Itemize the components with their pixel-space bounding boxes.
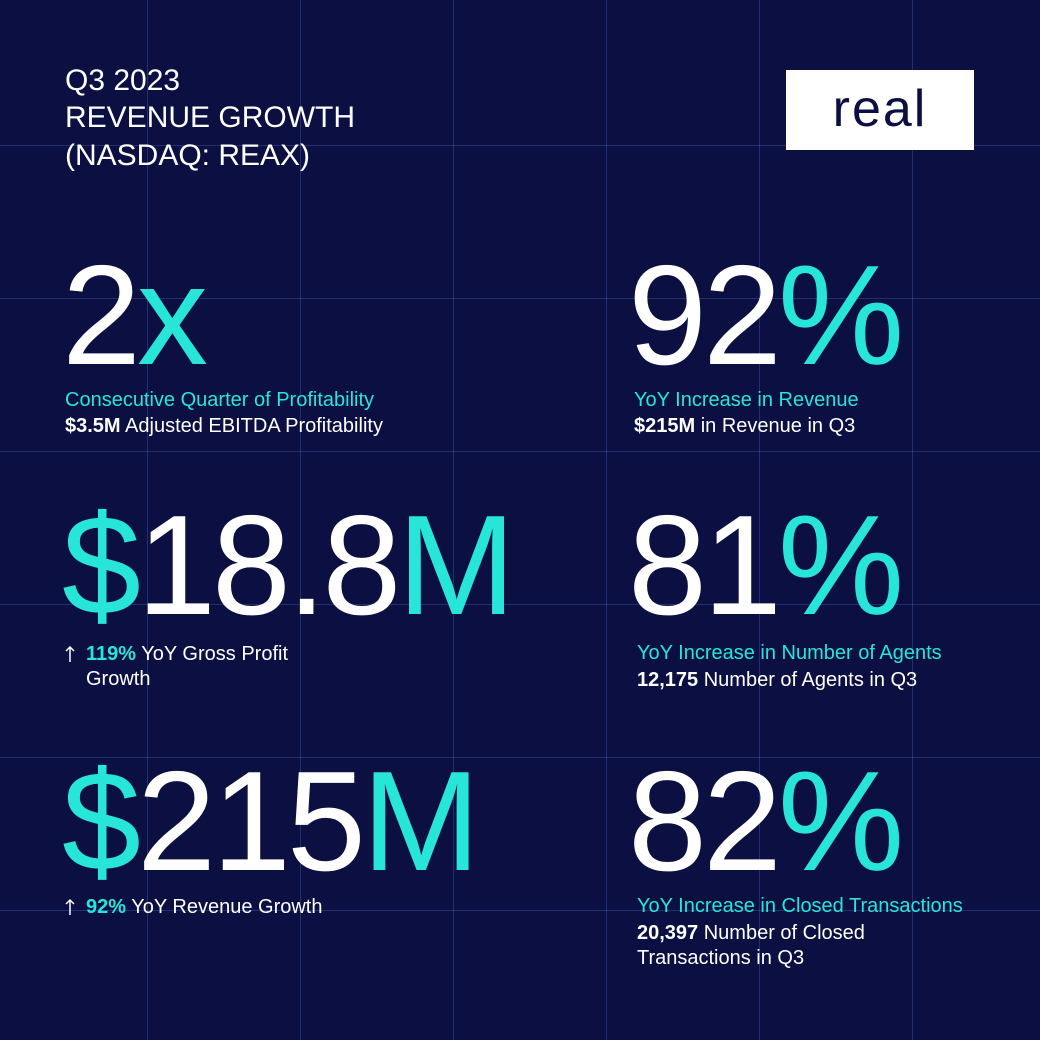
up-arrow xyxy=(65,898,75,915)
stat-value: 81% xyxy=(628,495,904,637)
detail: in Revenue in Q3 xyxy=(700,415,856,437)
highlight: YoY Increase in Revenue xyxy=(634,389,859,411)
logo: real xyxy=(786,70,974,150)
detail-line: 92% YoY Revenue Growth xyxy=(86,895,322,920)
subtitle: (NASDAQ: REAX) xyxy=(65,139,311,172)
detail-line: $215M in Revenue in Q3 xyxy=(634,414,855,439)
stat-value: $18.8M xyxy=(62,495,516,637)
prefix: $ xyxy=(62,742,141,901)
stat-value: 92% xyxy=(628,245,904,387)
detail-line: 119% YoY Gross Profit Growth xyxy=(86,642,288,692)
value: 92 xyxy=(628,236,782,395)
value: 81 xyxy=(628,486,782,645)
detail-line: $3.5M Adjusted EBITDA Profitability xyxy=(65,414,383,439)
value: 215 xyxy=(136,742,366,901)
suffix: M xyxy=(361,742,480,901)
bold-value: 12,175 xyxy=(637,669,699,691)
detail-line: 20,397 Number of Closed Transactions in Q… xyxy=(637,921,865,971)
value: 82 xyxy=(628,742,782,901)
up-arrow xyxy=(65,645,75,662)
bold-value: $215M xyxy=(634,415,696,437)
title: REVENUE GROWTH xyxy=(65,101,356,134)
stat-value: $215M xyxy=(62,751,480,893)
detail-2: Transactions in Q3 xyxy=(637,947,805,969)
highlight: YoY Increase in Closed Transactions xyxy=(637,895,963,917)
value: 2 xyxy=(62,236,141,395)
detail: YoY Gross Profit xyxy=(141,643,289,665)
bold-value: 92% xyxy=(86,896,127,918)
detail: Number of Agents in Q3 xyxy=(703,669,918,691)
highlight: Consecutive Quarter of Profitability xyxy=(65,389,375,411)
stat-value: 2x xyxy=(62,245,208,387)
prefix: $ xyxy=(62,486,141,645)
detail: Adjusted EBITDA Profitability xyxy=(125,415,383,437)
detail-2: Growth xyxy=(86,668,151,690)
value: 18.8 xyxy=(136,486,401,645)
bold-value: $3.5M xyxy=(65,415,121,437)
detail: Number of Closed xyxy=(703,922,865,944)
bold-value: 119% xyxy=(86,643,137,665)
detail-line: 12,175 Number of Agents in Q3 xyxy=(637,668,917,693)
suffix: x xyxy=(136,236,208,395)
suffix: M xyxy=(397,486,515,645)
highlight: YoY Increase in Number of Agents xyxy=(637,642,942,664)
suffix: % xyxy=(777,742,904,901)
detail: YoY Revenue Growth xyxy=(131,896,323,918)
suffix: % xyxy=(777,486,904,645)
period: Q3 2023 xyxy=(65,64,181,97)
bold-value: 20,397 xyxy=(637,922,699,944)
stat-value: 82% xyxy=(628,751,904,893)
suffix: % xyxy=(777,236,904,395)
